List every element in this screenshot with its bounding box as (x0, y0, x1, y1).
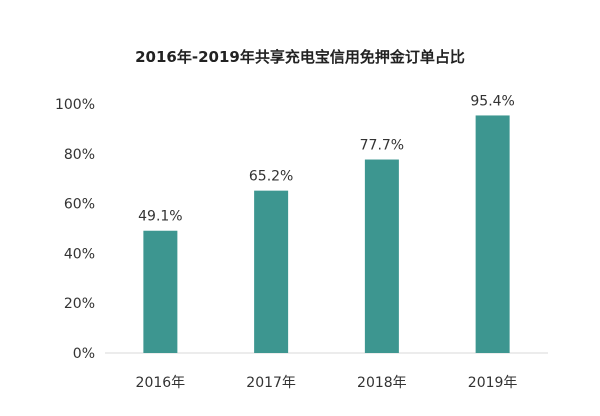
data-label: 77.7% (360, 138, 404, 154)
y-tick-label: 40% (64, 246, 95, 262)
x-tick-label: 2017年 (246, 375, 296, 391)
data-label: 95.4% (470, 93, 514, 109)
data-label: 49.1% (138, 209, 182, 225)
y-tick-label: 0% (73, 346, 95, 362)
bar-2019年 (475, 115, 510, 353)
y-tick-label: 80% (64, 147, 95, 163)
bar-2017年 (254, 190, 289, 353)
x-tick-label: 2019年 (468, 375, 518, 391)
y-tick-label: 20% (64, 296, 95, 312)
chart-title: 2016年-2019年共享充电宝信用免押金订单占比 (135, 48, 465, 66)
y-tick-label: 60% (64, 197, 95, 213)
x-tick-label: 2016年 (136, 375, 186, 391)
x-tick-label: 2018年 (357, 375, 407, 391)
bar-2018年 (364, 159, 399, 353)
data-label: 65.2% (249, 169, 293, 185)
bar-2016年 (143, 230, 178, 353)
y-tick-label: 100% (55, 97, 95, 113)
